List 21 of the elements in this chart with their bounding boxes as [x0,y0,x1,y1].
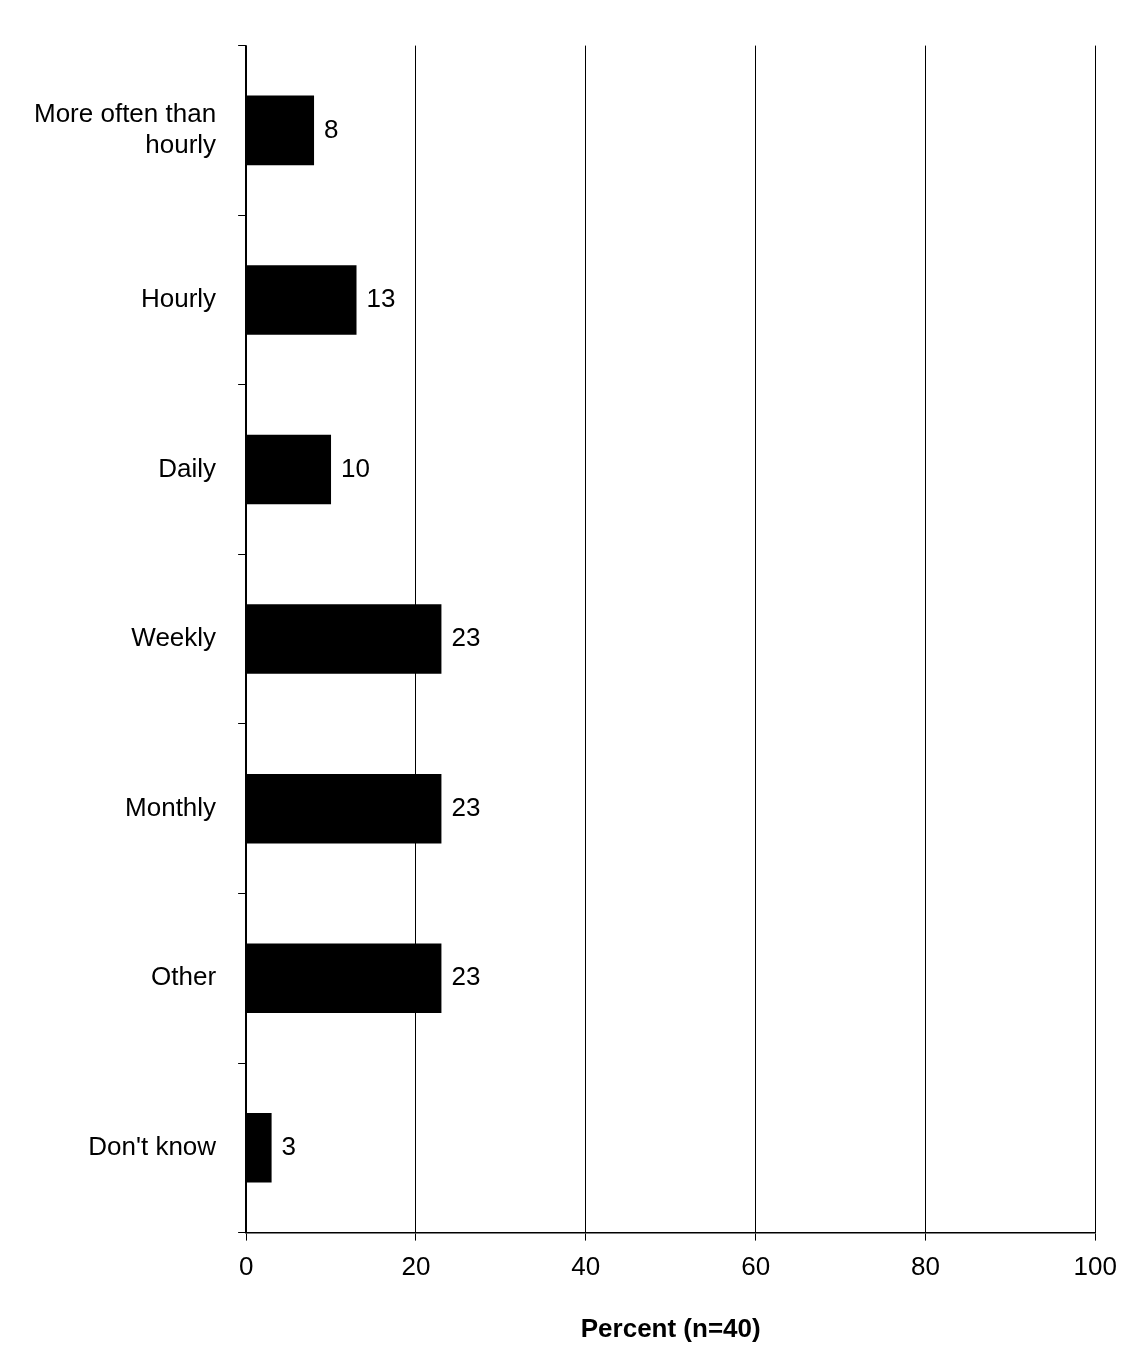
x-tick-label: 100 [1073,1251,1118,1282]
x-tick-label: 60 [741,1251,771,1282]
y-tick-label: Hourly [140,283,217,314]
x-tick-label: 20 [401,1251,431,1282]
data-label: 23 [451,961,481,992]
data-label: 23 [451,791,481,822]
data-label: 23 [451,622,481,653]
data-label: 13 [366,283,396,314]
y-tick-label: More often than hourly [33,97,217,160]
x-tick-label: 40 [571,1251,601,1282]
y-tick-label: Weekly [131,622,217,653]
data-label: 8 [324,113,339,144]
y-tick-label: Don't know [88,1130,217,1161]
y-tick-label: Monthly [125,791,217,822]
y-tick-label: Other [151,961,217,992]
x-tick-label: 0 [238,1251,254,1282]
x-tick-label: 80 [911,1251,940,1282]
y-tick-label: Daily [158,452,217,483]
data-label: 10 [341,452,370,483]
x-axis-title: Percent (n=40) [580,1312,761,1343]
data-label: 3 [281,1130,297,1161]
